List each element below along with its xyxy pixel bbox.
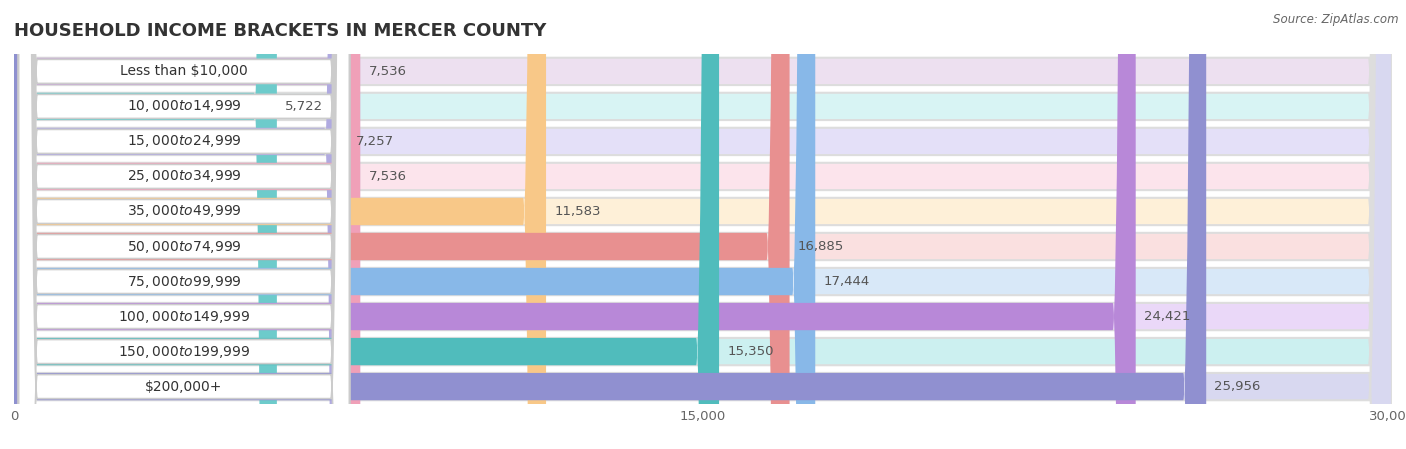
Text: $10,000 to $14,999: $10,000 to $14,999 — [127, 98, 242, 114]
Text: $75,000 to $99,999: $75,000 to $99,999 — [127, 273, 242, 290]
Text: HOUSEHOLD INCOME BRACKETS IN MERCER COUNTY: HOUSEHOLD INCOME BRACKETS IN MERCER COUN… — [14, 22, 547, 40]
Text: 7,536: 7,536 — [368, 65, 406, 78]
Text: 7,536: 7,536 — [368, 170, 406, 183]
Text: 24,421: 24,421 — [1144, 310, 1191, 323]
Text: Source: ZipAtlas.com: Source: ZipAtlas.com — [1274, 13, 1399, 26]
FancyBboxPatch shape — [14, 0, 1392, 449]
FancyBboxPatch shape — [14, 0, 277, 449]
Text: $100,000 to $149,999: $100,000 to $149,999 — [118, 308, 250, 325]
Text: 16,885: 16,885 — [797, 240, 844, 253]
FancyBboxPatch shape — [18, 0, 349, 449]
FancyBboxPatch shape — [18, 0, 349, 449]
Text: $50,000 to $74,999: $50,000 to $74,999 — [127, 238, 242, 255]
FancyBboxPatch shape — [14, 0, 1392, 449]
FancyBboxPatch shape — [14, 0, 1206, 449]
Text: 25,956: 25,956 — [1215, 380, 1261, 393]
FancyBboxPatch shape — [14, 0, 1392, 449]
FancyBboxPatch shape — [18, 0, 349, 449]
FancyBboxPatch shape — [18, 0, 349, 449]
Text: 7,257: 7,257 — [356, 135, 394, 148]
FancyBboxPatch shape — [18, 0, 349, 449]
FancyBboxPatch shape — [18, 0, 349, 449]
Text: 17,444: 17,444 — [824, 275, 870, 288]
FancyBboxPatch shape — [18, 0, 349, 449]
Text: Less than $10,000: Less than $10,000 — [120, 64, 247, 79]
Text: $25,000 to $34,999: $25,000 to $34,999 — [127, 168, 242, 185]
FancyBboxPatch shape — [14, 0, 1392, 449]
FancyBboxPatch shape — [14, 0, 1136, 449]
FancyBboxPatch shape — [14, 0, 718, 449]
Text: 5,722: 5,722 — [285, 100, 323, 113]
FancyBboxPatch shape — [14, 0, 1392, 449]
FancyBboxPatch shape — [14, 0, 347, 449]
FancyBboxPatch shape — [18, 0, 349, 449]
FancyBboxPatch shape — [14, 0, 360, 449]
FancyBboxPatch shape — [14, 0, 546, 449]
Text: 15,350: 15,350 — [727, 345, 773, 358]
FancyBboxPatch shape — [14, 0, 1392, 449]
Text: $35,000 to $49,999: $35,000 to $49,999 — [127, 203, 242, 220]
Text: $150,000 to $199,999: $150,000 to $199,999 — [118, 343, 250, 360]
Text: $15,000 to $24,999: $15,000 to $24,999 — [127, 133, 242, 150]
Text: $200,000+: $200,000+ — [145, 379, 222, 394]
FancyBboxPatch shape — [14, 0, 1392, 449]
FancyBboxPatch shape — [14, 0, 1392, 449]
FancyBboxPatch shape — [14, 0, 360, 449]
FancyBboxPatch shape — [14, 0, 790, 449]
FancyBboxPatch shape — [14, 0, 1392, 449]
FancyBboxPatch shape — [14, 0, 1392, 449]
FancyBboxPatch shape — [14, 0, 815, 449]
Text: 11,583: 11,583 — [554, 205, 600, 218]
FancyBboxPatch shape — [18, 0, 349, 449]
FancyBboxPatch shape — [18, 0, 349, 449]
